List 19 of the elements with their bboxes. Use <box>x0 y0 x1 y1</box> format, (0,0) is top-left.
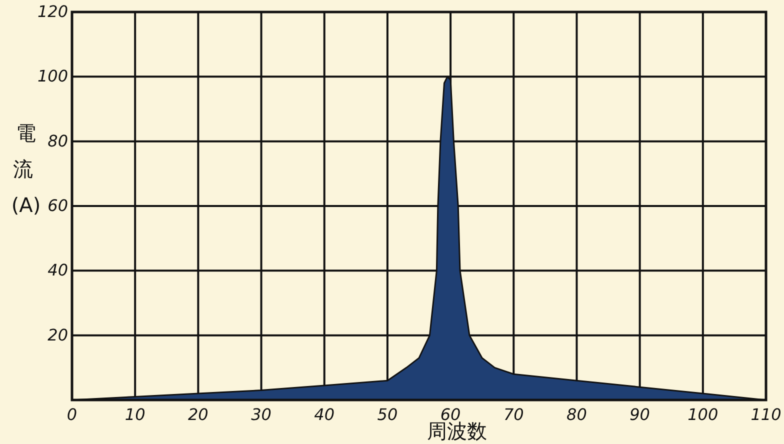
x-tick-label: 40 <box>314 405 335 424</box>
y-axis-title: 電流 (A) <box>11 121 41 217</box>
x-tick-label: 20 <box>188 405 208 424</box>
x-tick-label: 90 <box>630 405 650 424</box>
x-tick-label: 110 <box>750 405 782 424</box>
x-tick-label: 10 <box>124 405 146 424</box>
y-tick-label: 80 <box>48 131 68 150</box>
y-tick-label: 100 <box>37 66 68 86</box>
y-tick-label: 60 <box>48 196 68 215</box>
y-tick-label: 120 <box>37 2 68 21</box>
x-axis-title: 周波数 <box>427 419 487 443</box>
y-tick-label: 40 <box>48 260 68 280</box>
x-tick-label: 0 <box>66 405 78 424</box>
x-tick-label: 70 <box>503 405 524 424</box>
x-tick-label: 80 <box>566 405 587 424</box>
x-tick-label: 50 <box>377 405 398 424</box>
x-tick-label: 30 <box>251 405 272 424</box>
y-tick-label: 20 <box>48 325 68 344</box>
x-tick-label: 100 <box>688 405 718 424</box>
